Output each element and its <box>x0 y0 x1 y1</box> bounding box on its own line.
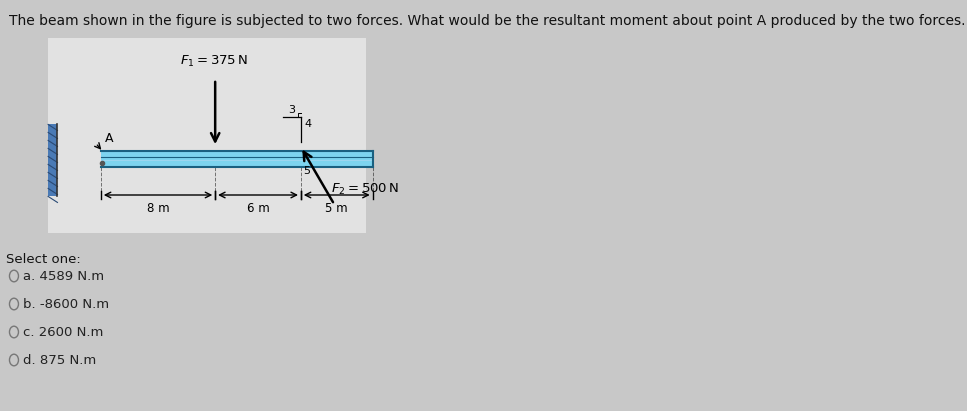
Text: d. 875 N.m: d. 875 N.m <box>23 353 97 367</box>
Text: $F_2 = 500\,\mathrm{N}$: $F_2 = 500\,\mathrm{N}$ <box>332 182 399 196</box>
Text: a. 4589 N.m: a. 4589 N.m <box>23 270 104 282</box>
Text: The beam shown in the figure is subjected to two forces. What would be the resul: The beam shown in the figure is subjecte… <box>10 14 966 28</box>
Text: 8 m: 8 m <box>147 202 169 215</box>
Circle shape <box>10 270 18 282</box>
Text: A: A <box>104 132 113 145</box>
Circle shape <box>10 354 18 366</box>
Text: b. -8600 N.m: b. -8600 N.m <box>23 298 109 310</box>
Text: 5 m: 5 m <box>326 202 348 215</box>
Text: 6 m: 6 m <box>247 202 270 215</box>
Text: c. 2600 N.m: c. 2600 N.m <box>23 326 103 339</box>
Circle shape <box>10 326 18 338</box>
Bar <box>48 38 366 233</box>
Text: 4: 4 <box>305 119 312 129</box>
Circle shape <box>10 298 18 310</box>
Text: 5: 5 <box>303 166 309 176</box>
Text: 3: 3 <box>288 105 296 115</box>
Text: Select one:: Select one: <box>6 253 81 266</box>
Bar <box>101 151 372 167</box>
Text: $F_1 = 375\,\mathrm{N}$: $F_1 = 375\,\mathrm{N}$ <box>180 54 248 69</box>
Bar <box>48 125 57 196</box>
